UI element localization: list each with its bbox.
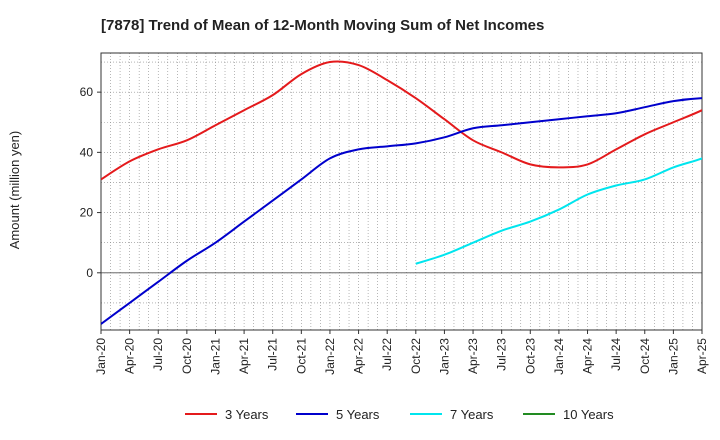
x-tick-label: Apr-20 <box>123 338 137 374</box>
x-tick-label: Apr-21 <box>237 338 251 374</box>
x-tick-label: Oct-21 <box>294 338 308 374</box>
legend: 3 Years 5 Years 7 Years 10 Years <box>185 407 614 422</box>
plot-frame <box>100 52 703 331</box>
y-tick-label: 60 <box>80 85 94 99</box>
chart-title: [7878] Trend of Mean of 12-Month Moving … <box>101 17 544 34</box>
legend-label-3-years: 3 Years <box>225 407 269 422</box>
y-tick-label: 40 <box>80 145 94 159</box>
x-tick-label: Apr-25 <box>695 338 709 374</box>
x-tick-label: Jul-22 <box>380 338 394 371</box>
y-tick-label: 0 <box>86 266 93 280</box>
x-tick-label: Jul-24 <box>609 338 623 371</box>
x-tick-label: Jul-23 <box>495 338 509 371</box>
series-line-7-years <box>415 157 702 265</box>
x-tick-label: Apr-23 <box>466 338 480 374</box>
x-tick-label: Oct-24 <box>638 338 652 374</box>
x-tick-label: Apr-22 <box>352 338 366 374</box>
x-tick-label: Apr-24 <box>581 338 595 374</box>
legend-label-7-years: 7 Years <box>450 407 494 422</box>
plot-area <box>101 53 702 330</box>
y-tick-label: 20 <box>80 206 94 220</box>
x-tick-label: Oct-22 <box>409 338 423 374</box>
x-tick-label: Jan-25 <box>666 338 680 375</box>
x-tick-label: Oct-23 <box>523 338 537 374</box>
legend-label-5-years: 5 Years <box>336 407 380 422</box>
y-axis-label: Amount (million yen) <box>7 131 22 250</box>
legend-label-10-years: 10 Years <box>563 407 614 422</box>
x-tick-label: Jul-21 <box>266 338 280 371</box>
axes: 0 20 40 60 Jan-20 Apr-20 Jul-20 Oct-20 Jan-21 Apr… <box>80 52 709 375</box>
series-line-5-years <box>101 97 702 325</box>
x-tick-label: Jul-20 <box>151 338 165 371</box>
series-line-3-years <box>101 60 702 181</box>
x-tick-label: Jan-24 <box>552 338 566 375</box>
x-tick-label: Jan-21 <box>208 338 222 375</box>
x-tick-label: Jan-20 <box>94 338 108 375</box>
series <box>101 60 702 325</box>
grid <box>100 53 703 330</box>
x-tick-label: Jan-23 <box>437 338 451 375</box>
x-tick-label: Oct-20 <box>180 338 194 374</box>
x-tick-label: Jan-22 <box>323 338 337 375</box>
